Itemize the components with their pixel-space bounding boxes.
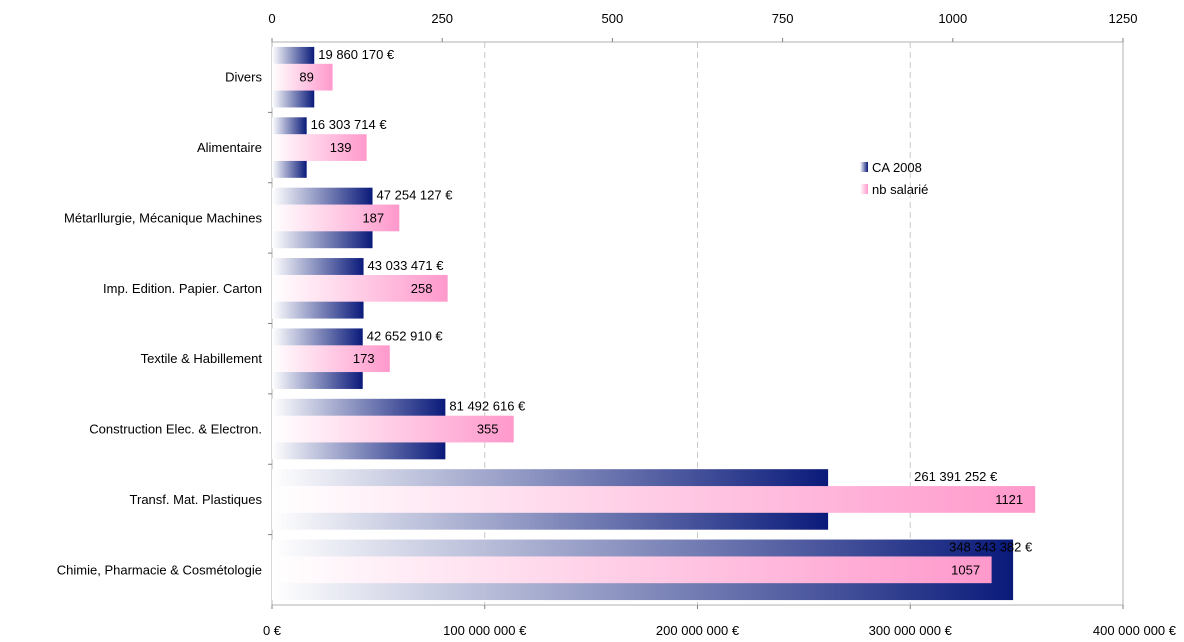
category-label: Transf. Mat. Plastiques: [130, 492, 263, 507]
nb-value-label: 89: [299, 70, 313, 85]
nb-bar: [272, 134, 367, 161]
bottom-axis-tick-label: 100 000 000 €: [443, 623, 527, 638]
nb-bar: [272, 345, 390, 373]
ca-value-label: 16 303 714 €: [311, 117, 388, 132]
top-axis-tick-label: 0: [268, 11, 275, 26]
nb-bar: [272, 63, 333, 91]
category-labels: Divers Alimentaire Métarllurgie, Mécanique…: [57, 70, 272, 577]
nb-value-label: 1057: [951, 562, 980, 577]
nb-value-label: 173: [353, 351, 375, 366]
nb-value-label: 139: [330, 140, 352, 155]
category-label: Divers: [225, 70, 262, 85]
bottom-axis-tick-label: 200 000 000 €: [656, 623, 740, 638]
nb-bar: [272, 556, 992, 584]
nb-value-label: 187: [362, 210, 384, 225]
ca-value-label: 47 254 127 €: [377, 188, 454, 203]
nb-value-label: 355: [477, 422, 499, 437]
category-label: Chimie, Pharmacie & Cosmétologie: [57, 562, 262, 577]
nb-value-label: 1121: [995, 492, 1023, 507]
top-axis: 0 250 500 750 1000 1250: [268, 11, 1137, 42]
nb-bar: [272, 204, 400, 232]
bottom-axis-tick-label: 400 000 000 €: [1093, 623, 1177, 638]
legend-swatch-nb: [860, 184, 868, 194]
top-axis-tick-label: 1000: [938, 11, 967, 26]
bottom-axis-tick-label: 0 €: [263, 623, 282, 638]
ca-value-label: 81 492 616 €: [449, 399, 526, 414]
bottom-axis: 0 € 100 000 000 € 200 000 000 € 300 000 000…: [263, 605, 1177, 638]
ca-value-label: 261 391 252 €: [914, 469, 998, 484]
legend-label-ca: CA 2008: [872, 159, 922, 175]
nb-bar: [272, 274, 448, 302]
top-axis-tick-label: 250: [431, 11, 453, 26]
legend: CA 2008 nb salarié: [860, 156, 928, 200]
top-axis-tick-label: 500: [602, 11, 624, 26]
ca-value-label: 42 652 910 €: [367, 328, 444, 343]
grid: [484, 42, 911, 605]
ca-value-label: 19 860 170 €: [318, 47, 395, 62]
bottom-axis-tick-label: 300 000 000 €: [869, 623, 953, 638]
category-label: Construction Elec. & Electron.: [89, 422, 262, 437]
top-axis-tick-label: 750: [772, 11, 794, 26]
ca-value-label: 348 343 382 €: [949, 539, 1033, 554]
ca-value-label: 43 033 471 €: [368, 258, 445, 273]
category-label: Métarllurgie, Mécanique Machines: [64, 210, 262, 225]
legend-item-nb: nb salarié: [860, 178, 928, 200]
legend-label-nb: nb salarié: [872, 181, 929, 197]
top-axis-tick-label: 1250: [1109, 11, 1138, 26]
category-label: Textile & Habillement: [141, 351, 263, 366]
category-label: Imp. Edition. Papier. Carton: [103, 281, 262, 296]
data-labels: 19 860 170 € 89 16 303 714 € 139 47 254 127 …: [299, 47, 1033, 577]
nb-bars: [272, 63, 1036, 584]
legend-swatch-ca: [860, 162, 868, 172]
nb-bar: [272, 415, 514, 443]
legend-item-ca: CA 2008: [860, 156, 928, 178]
nb-value-label: 258: [411, 281, 433, 296]
category-label: Alimentaire: [197, 140, 262, 155]
nb-bar: [272, 486, 1036, 513]
